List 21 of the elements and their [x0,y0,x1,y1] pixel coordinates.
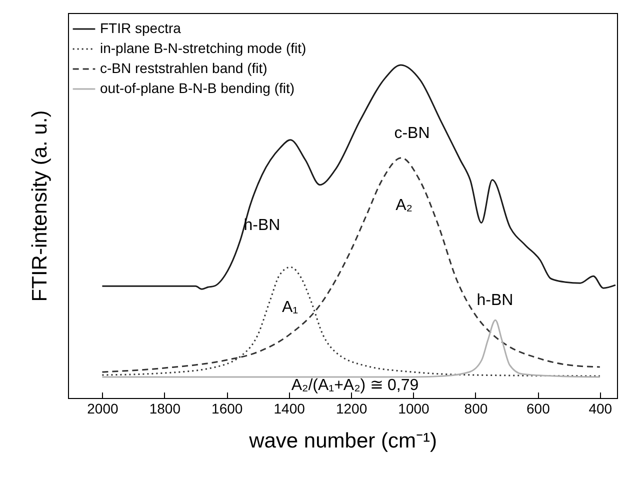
x-axis-title: wave number (cm⁻¹) [248,430,437,452]
x-tick-label: 1000 [398,400,430,416]
y-axis-title: FTIR-intensity (a. u.) [28,110,52,302]
legend-label: in-plane B-N-stretching mode (fit) [100,40,306,56]
annotation: c-BN [394,125,430,142]
legend-label: FTIR spectra [100,20,182,36]
annotation: A₂/(A₁+A₂) ≅ 0,79 [291,377,419,394]
legend-label: c-BN reststrahlen band (fit) [100,60,268,76]
annotation: A₁ [282,299,298,316]
x-tick-label: 800 [464,400,488,416]
x-tick-label: 400 [588,400,612,416]
annotation: A₂ [396,197,412,214]
x-tick-label: 600 [526,400,550,416]
x-tick-label: 1200 [336,400,368,416]
legend-label: out-of-plane B-N-B bending (fit) [100,80,295,96]
x-tick-label: 1800 [149,400,181,416]
x-tick-label: 1600 [212,400,243,416]
x-tick-label: 2000 [87,400,118,416]
annotation: h-BN [244,217,280,234]
x-tick-label: 1400 [274,400,306,416]
annotation: h-BN [476,292,514,309]
